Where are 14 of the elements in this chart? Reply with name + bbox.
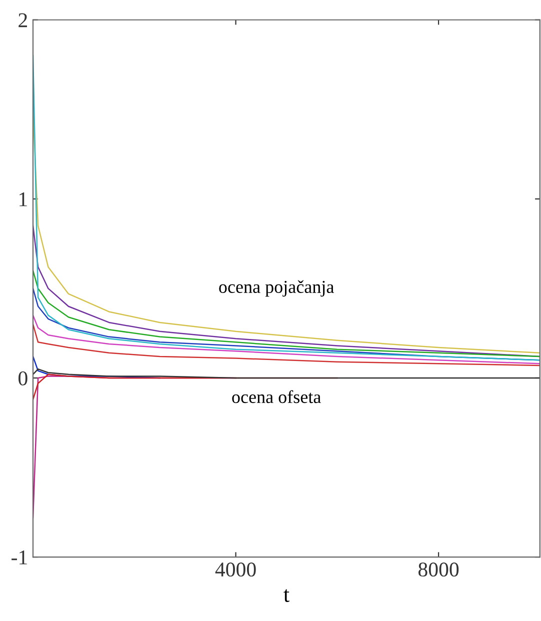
y-tick-label: -1: [12, 550, 27, 564]
y-tick-label: 1: [20, 192, 27, 206]
annotation: ocena ofseta: [232, 390, 321, 404]
line-series: [33, 270, 540, 358]
x-axis-title: t: [284, 589, 290, 602]
x-tick-label: 8000: [418, 562, 459, 577]
y-tick-label: 2: [18, 13, 27, 28]
annotation: ocena pojačanja: [219, 280, 334, 297]
line-series: [33, 368, 540, 379]
line-series: [33, 324, 540, 366]
x-tick-label: 4000: [215, 562, 256, 577]
line-series: [33, 225, 540, 358]
y-tick-label: 0: [18, 371, 28, 386]
line-series: [33, 314, 540, 364]
